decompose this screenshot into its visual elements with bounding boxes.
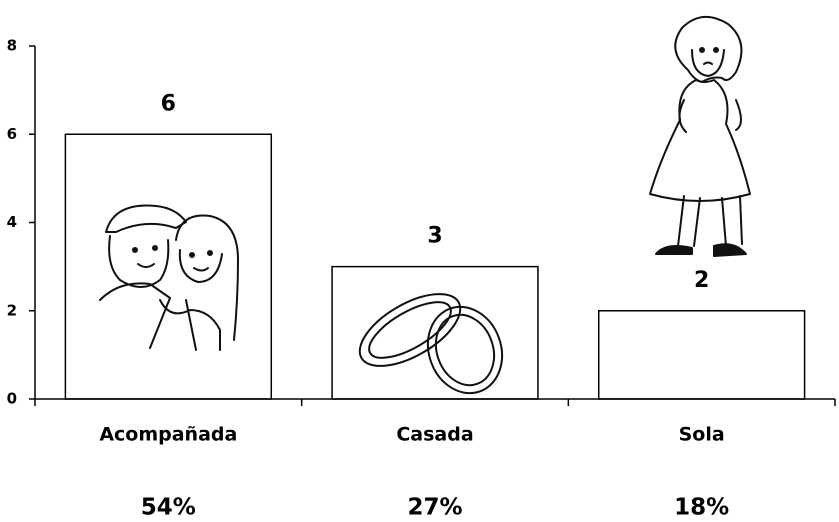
y-tick-label: 6	[7, 125, 17, 143]
percent-label: 54%	[141, 495, 196, 521]
y-tick-label: 4	[7, 213, 17, 231]
chart: 0 2 4 6 8 6 Acompañada 54% 3 Casada 27% 2 Sola 18%	[0, 0, 839, 522]
value-label: 3	[427, 224, 442, 249]
percent-label: 18%	[674, 495, 729, 521]
value-label: 2	[694, 268, 709, 293]
y-tick-label: 0	[7, 390, 17, 408]
value-label: 6	[161, 91, 176, 116]
bar	[65, 134, 271, 399]
bar	[599, 311, 805, 399]
bars	[65, 134, 804, 399]
x-tick-label: Casada	[396, 424, 473, 446]
x-tick-label: Acompañada	[99, 424, 237, 446]
woman-illustration	[650, 17, 750, 256]
y-tick-label: 8	[7, 37, 17, 55]
percent-label: 27%	[407, 495, 462, 521]
y-tick-label: 2	[7, 301, 17, 319]
x-tick-label: Sola	[679, 424, 725, 446]
bar	[332, 267, 538, 399]
